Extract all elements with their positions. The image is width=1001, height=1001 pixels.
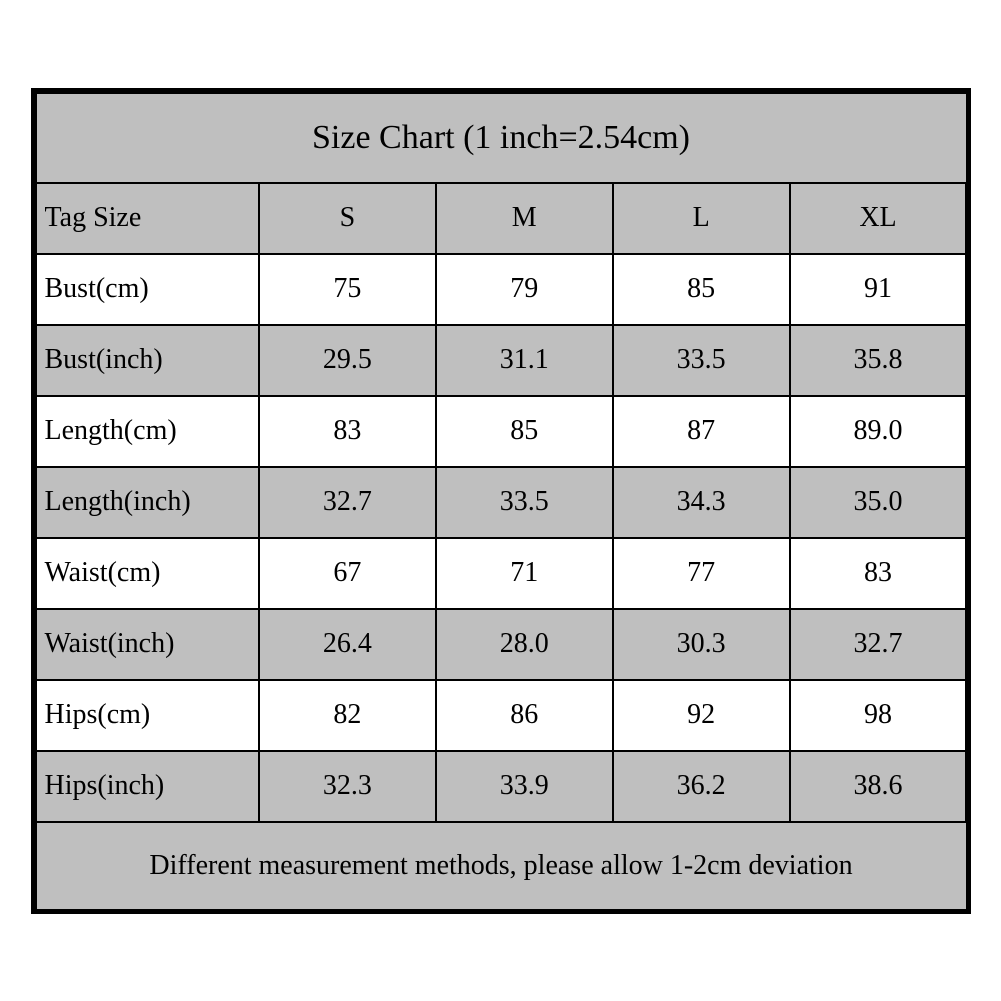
table-row: Bust(cm) 75 79 85 91 [36, 254, 967, 325]
col-header-s: S [259, 183, 436, 254]
row-label: Length(cm) [36, 396, 259, 467]
row-value: 32.3 [259, 751, 436, 822]
row-value: 91 [790, 254, 967, 325]
table-title: Size Chart (1 inch=2.54cm) [36, 93, 967, 183]
row-value: 30.3 [613, 609, 790, 680]
col-header-m: M [436, 183, 613, 254]
table-row: Bust(inch) 29.5 31.1 33.5 35.8 [36, 325, 967, 396]
row-label: Bust(inch) [36, 325, 259, 396]
row-value: 92 [613, 680, 790, 751]
table-row: Length(inch) 32.7 33.5 34.3 35.0 [36, 467, 967, 538]
table-row: Hips(inch) 32.3 33.9 36.2 38.6 [36, 751, 967, 822]
table-footer: Different measurement methods, please al… [36, 822, 967, 910]
row-value: 33.9 [436, 751, 613, 822]
row-value: 34.3 [613, 467, 790, 538]
row-label: Waist(inch) [36, 609, 259, 680]
table-footer-row: Different measurement methods, please al… [36, 822, 967, 910]
row-value: 86 [436, 680, 613, 751]
row-value: 38.6 [790, 751, 967, 822]
row-value: 32.7 [259, 467, 436, 538]
row-value: 31.1 [436, 325, 613, 396]
row-value: 75 [259, 254, 436, 325]
row-label: Hips(inch) [36, 751, 259, 822]
row-label: Length(inch) [36, 467, 259, 538]
row-value: 79 [436, 254, 613, 325]
table-row: Length(cm) 83 85 87 89.0 [36, 396, 967, 467]
row-label: Waist(cm) [36, 538, 259, 609]
row-value: 36.2 [613, 751, 790, 822]
row-value: 98 [790, 680, 967, 751]
row-label: Hips(cm) [36, 680, 259, 751]
row-value: 35.0 [790, 467, 967, 538]
row-value: 33.5 [436, 467, 613, 538]
row-label: Bust(cm) [36, 254, 259, 325]
row-value: 35.8 [790, 325, 967, 396]
row-value: 26.4 [259, 609, 436, 680]
table-title-row: Size Chart (1 inch=2.54cm) [36, 93, 967, 183]
row-value: 83 [259, 396, 436, 467]
col-header-xl: XL [790, 183, 967, 254]
row-value: 85 [436, 396, 613, 467]
row-value: 29.5 [259, 325, 436, 396]
row-value: 67 [259, 538, 436, 609]
col-header-tag-size: Tag Size [36, 183, 259, 254]
row-value: 83 [790, 538, 967, 609]
row-value: 32.7 [790, 609, 967, 680]
table-row: Waist(inch) 26.4 28.0 30.3 32.7 [36, 609, 967, 680]
row-value: 89.0 [790, 396, 967, 467]
row-value: 82 [259, 680, 436, 751]
col-header-l: L [613, 183, 790, 254]
row-value: 28.0 [436, 609, 613, 680]
row-value: 87 [613, 396, 790, 467]
size-chart-table: Size Chart (1 inch=2.54cm) Tag Size S M … [31, 88, 971, 914]
table-row: Waist(cm) 67 71 77 83 [36, 538, 967, 609]
row-value: 85 [613, 254, 790, 325]
table-header-row: Tag Size S M L XL [36, 183, 967, 254]
row-value: 71 [436, 538, 613, 609]
row-value: 33.5 [613, 325, 790, 396]
row-value: 77 [613, 538, 790, 609]
table-row: Hips(cm) 82 86 92 98 [36, 680, 967, 751]
